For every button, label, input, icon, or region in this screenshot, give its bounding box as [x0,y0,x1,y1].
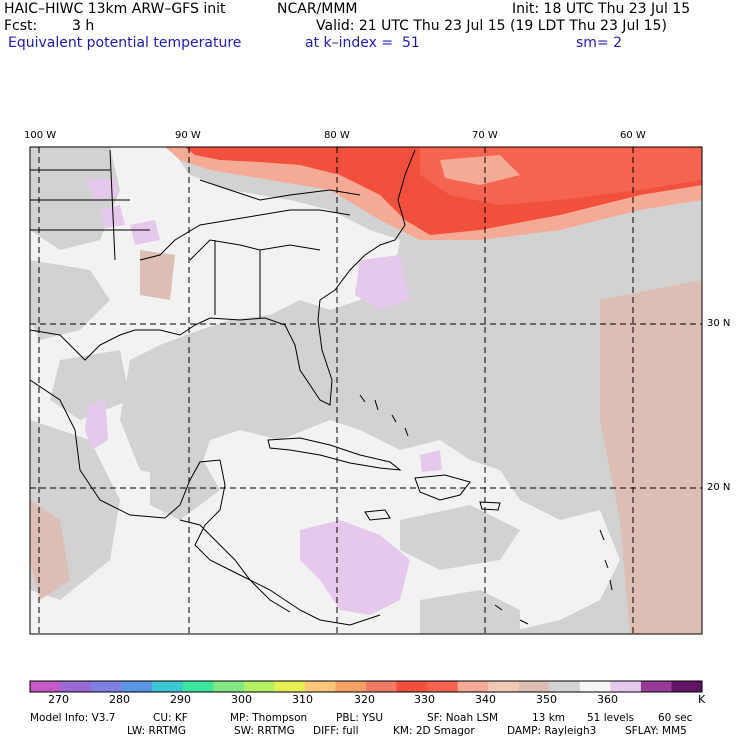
model-info: Model Info: V3.7 [30,712,116,724]
colorbar-swatch [427,681,459,692]
field-gray-west-gulf [50,350,130,420]
forecast-label: Fcst: [4,18,38,34]
colorbar-swatch [182,681,214,692]
cumulus-scheme: CU: KF [153,712,188,724]
cuba-outline [267,437,402,471]
init-time: Init: 18 UTC Thu 23 Jul 15 [512,1,691,17]
colorbar-swatch [579,681,611,692]
colorbar-label: 320 [354,693,375,706]
field-gray-texas [30,260,110,340]
field-gray-bahamas [360,390,440,440]
diffusion-option: DIFF: full [313,725,359,737]
colorbar-swatch [304,681,336,692]
microphysics-scheme: MP: Thompson [230,712,308,724]
field-salmon-inset [440,155,520,185]
field-tan-east-2 [680,470,702,580]
colorbar-label: 330 [414,693,435,706]
colorbar-swatch [91,681,123,692]
puerto-rico-outline [479,501,501,511]
shaded-field [30,147,702,634]
field-gray-caribbean [400,505,520,570]
colorbar-swatch [335,681,367,692]
longwave-scheme: LW: RRTMG [127,725,186,737]
colorbar-swatch [274,681,306,692]
field-lilac-midsouth [130,220,160,245]
lon-tick-label: 60 W [620,130,646,141]
colorbar-swatch [60,681,92,692]
colorbar-swatch [121,681,153,692]
field-tan-east [600,280,702,634]
colorbar-frame [29,680,703,693]
central-america-pacific-coast [179,519,291,613]
center-label: NCAR/MMM [277,1,358,17]
time-step: 60 sec [658,712,693,724]
field-lilac-gulf [85,400,108,450]
pbl-scheme: PBL: YSU [336,712,384,724]
colorbar-label: 350 [536,693,557,706]
colorbar-label: 300 [231,693,252,706]
gulf-atlantic-coastline [29,149,416,406]
grid-resolution: 13 km [532,712,566,724]
smoothing-label: sm= 2 [576,35,623,51]
eddy-coefficient-option: KM: 2D Smagor [393,725,475,737]
field-gray-gulf [190,330,300,410]
island-outlines [359,394,613,625]
colorbar-swatch [671,681,703,692]
field-gray-nw [30,147,120,250]
hispaniola-outline [414,474,471,501]
field-lilac-caribbean [300,520,410,615]
colorbar-swatch [30,681,62,692]
colorbar-swatch [640,681,672,692]
colorbar-label: 290 [170,693,191,706]
colorbar-label: 340 [475,693,496,706]
forecast-hour: 3 h [72,18,95,34]
colorbar-label: 310 [292,693,313,706]
field-lilac-atlantic [355,255,410,310]
colorbar-label: 270 [48,693,69,706]
surface-scheme: SF: Noah LSM [427,712,499,724]
lat-lon-grid [30,147,702,634]
level-label: at k–index = 51 [305,35,420,51]
model-title: HAIC–HIWC 13km ARW–GFS init [4,1,226,17]
lon-tick-label: 70 W [472,130,498,141]
lon-tick-label: 80 W [324,130,350,141]
valid-time: Valid: 21 UTC Thu 23 Jul 15 (19 LDT Thu … [316,18,667,34]
colorbar-swatch [213,681,245,692]
field-tan-pacific [30,500,70,600]
field-lilac-ozarks [100,205,125,228]
colorbar-swatch [457,681,489,692]
colorbar-label: 360 [597,693,618,706]
surface-layer-scheme: SFLAY: MM5 [625,725,687,737]
colorbar-swatch [488,681,520,692]
colorbar-swatch [366,681,398,692]
field-gray-south-caribbean [420,590,520,634]
colorbar-swatch [610,681,642,692]
colorbar-swatch [518,681,550,692]
jamaica-outline [364,509,391,521]
lon-tick-label: 100 W [24,130,57,141]
colorbar-label: 280 [109,693,130,706]
state-borders [30,149,361,318]
lon-tick-label: 90 W [175,130,201,141]
map-frame [29,146,703,635]
central-america-coastline [29,379,381,626]
vertical-levels: 51 levels [587,712,635,724]
colorbar-swatch [549,681,581,692]
field-lilac-hispaniola [420,450,442,472]
shortwave-scheme: SW: RRTMG [234,725,295,737]
colorbar [30,681,703,692]
lat-tick-label: 30 N [707,318,731,329]
damping-option: DAMP: Rayleigh3 [507,725,597,737]
colorbar-swatch [396,681,428,692]
coastlines [29,149,613,626]
field-name: Equivalent potential temperature [8,35,242,51]
colorbar-swatch [152,681,184,692]
field-lilac-plains [85,178,118,200]
colorbar-unit: K [698,693,706,706]
colorbar-swatch [243,681,275,692]
lat-tick-label: 20 N [707,482,731,493]
field-tan-louisiana [140,250,175,300]
